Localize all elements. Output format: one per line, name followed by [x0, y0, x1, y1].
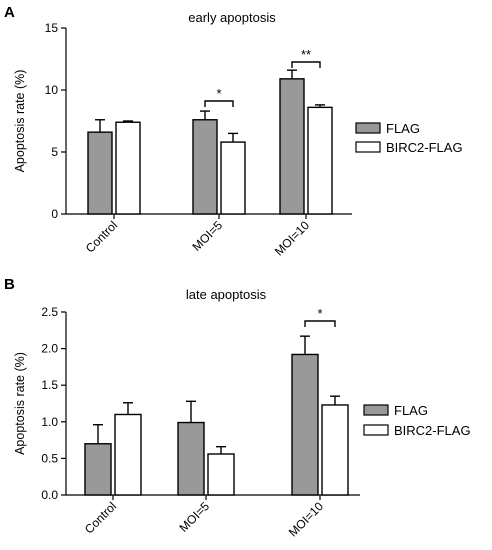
x-tick-label: MOI=5	[190, 218, 226, 254]
bar-birc2-flag-2	[321, 404, 349, 496]
bar-birc2-flag-0	[115, 121, 141, 215]
x-tick-label: Control	[82, 499, 119, 536]
legend-label: BIRC2-FLAG	[386, 140, 463, 155]
bar-birc2-flag-1	[220, 141, 246, 215]
legend-label: FLAG	[394, 403, 428, 418]
x-tick-label: MOI=10	[272, 218, 313, 259]
x-tick-label: MOI=5	[177, 499, 213, 535]
y-axis-label: Apoptosis rate (%)	[13, 70, 27, 173]
significance-bracket	[304, 320, 336, 327]
legend-label: FLAG	[386, 121, 420, 136]
bar-flag-2	[291, 353, 319, 496]
significance-label: *	[216, 86, 221, 101]
y-tick-label: 0	[51, 207, 58, 221]
y-tick-label: 2.0	[41, 342, 58, 356]
legend-label: BIRC2-FLAG	[394, 423, 471, 438]
bar-flag-0	[84, 443, 112, 496]
significance-bracket	[291, 61, 321, 68]
legend-swatch	[363, 404, 389, 416]
y-tick-label: 0.5	[41, 451, 58, 465]
y-tick-label: 1.5	[41, 378, 58, 392]
y-tick-label: 10	[45, 83, 59, 97]
x-tick-label: Control	[83, 218, 120, 255]
bar-flag-1	[177, 421, 205, 496]
legend-swatch	[363, 424, 389, 436]
bar-birc2-flag-1	[207, 453, 235, 496]
bar-birc2-flag-2	[307, 106, 333, 215]
y-axis-label: Apoptosis rate (%)	[13, 352, 27, 455]
bar-flag-1	[192, 119, 218, 215]
bar-flag-2	[279, 78, 305, 215]
significance-label: *	[317, 306, 322, 321]
panel-label: B	[4, 276, 15, 293]
bar-flag-0	[87, 131, 113, 215]
chart-title: late apoptosis	[186, 287, 267, 302]
panel-label: A	[4, 4, 15, 21]
y-tick-label: 1.0	[41, 415, 58, 429]
y-tick-label: 2.5	[41, 305, 58, 319]
legend-swatch	[355, 141, 381, 153]
legend-swatch	[355, 122, 381, 134]
bar-birc2-flag-0	[114, 413, 142, 496]
x-tick-label: MOI=10	[286, 499, 327, 540]
y-tick-label: 0.0	[41, 488, 58, 502]
y-tick-label: 15	[45, 21, 59, 35]
y-tick-label: 5	[51, 145, 58, 159]
chart-title: early apoptosis	[188, 10, 276, 25]
significance-label: **	[301, 47, 311, 62]
significance-bracket	[204, 100, 234, 107]
